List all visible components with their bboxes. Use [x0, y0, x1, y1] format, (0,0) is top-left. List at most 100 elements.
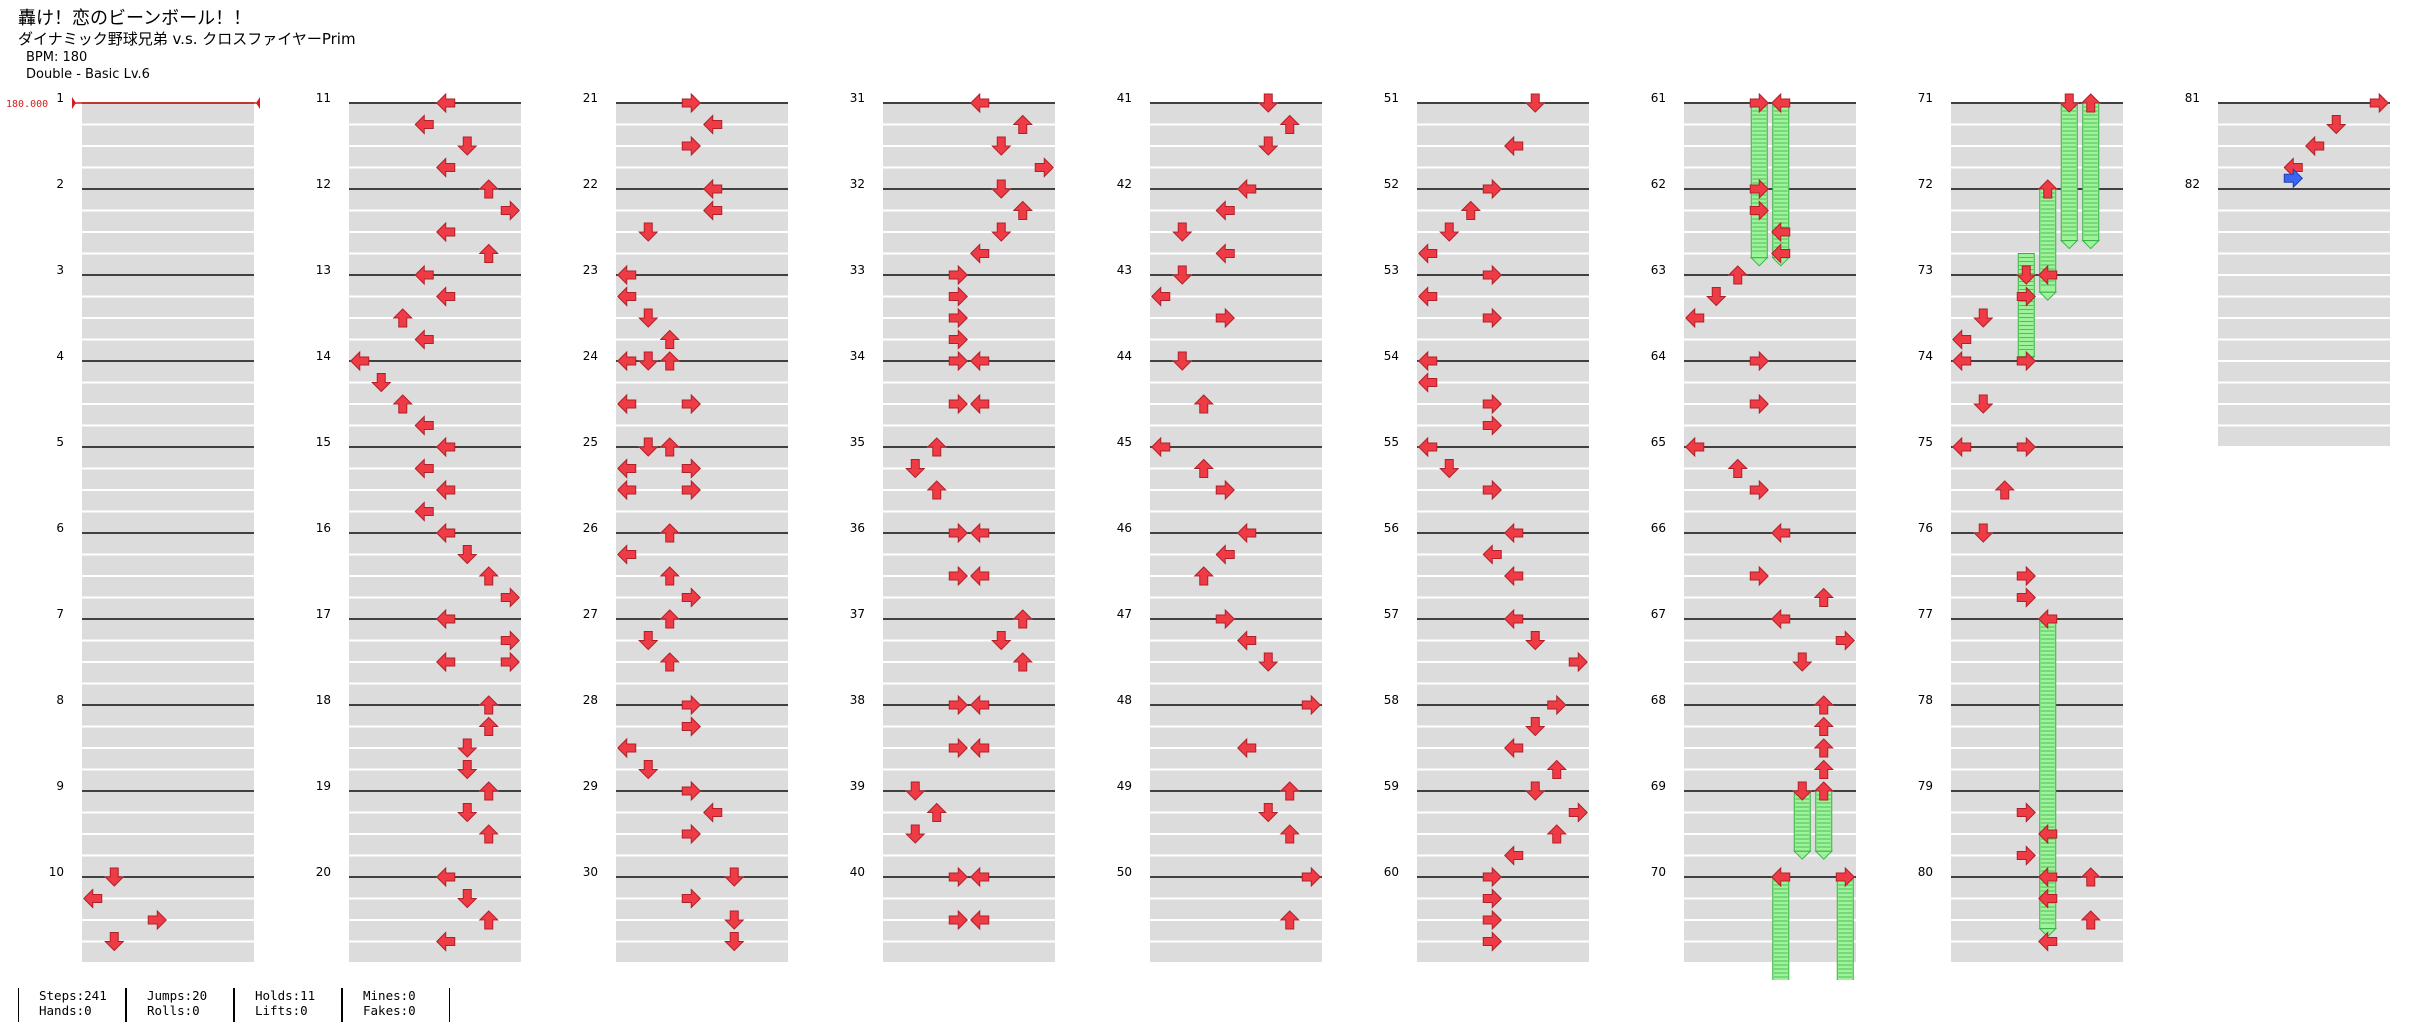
beat-band — [616, 813, 788, 833]
beat-band — [82, 211, 254, 231]
arrow-shape — [1034, 157, 1054, 178]
arrow-shape — [1439, 459, 1460, 479]
measure-number: 57 — [1384, 607, 1399, 621]
beat-band — [1951, 534, 2123, 554]
note-arrow — [1813, 781, 1834, 801]
note-arrow — [970, 393, 990, 415]
note-arrow — [617, 350, 637, 372]
beat-band — [616, 319, 788, 339]
note-arrow — [1727, 265, 1748, 285]
note-arrow — [1482, 866, 1502, 888]
measure-number: 26 — [583, 521, 598, 535]
arrow-shape — [1418, 372, 1438, 393]
beat-band — [1951, 620, 2123, 640]
beat-band — [1684, 878, 1856, 898]
note-arrow — [1418, 436, 1438, 458]
beat-band — [1951, 878, 2123, 898]
beat-band — [82, 899, 254, 919]
note-arrow — [371, 373, 392, 393]
note-arrow — [948, 565, 968, 587]
arrow-shape — [948, 264, 968, 286]
beat-band — [1951, 469, 2123, 489]
arrow-shape — [681, 888, 701, 909]
beat-band — [616, 921, 788, 941]
beat-band — [82, 598, 254, 618]
measure-number: 29 — [583, 779, 598, 793]
arrow-shape — [2369, 92, 2389, 114]
arrow-shape — [1279, 910, 1300, 930]
arrow-shape — [1771, 866, 1791, 888]
arrow-shape — [1813, 587, 1834, 607]
note-arrow — [681, 393, 701, 415]
measure-number: 39 — [850, 779, 865, 793]
arrow-shape — [1279, 824, 1300, 844]
measure-number: 24 — [583, 349, 598, 363]
note-arrow — [724, 910, 745, 930]
beat-band — [349, 125, 521, 145]
measure-number: 42 — [1117, 177, 1132, 191]
arrow-shape — [414, 264, 434, 286]
beat-band — [2218, 104, 2390, 124]
beat-band — [616, 749, 788, 769]
arrow-shape — [905, 824, 926, 844]
arrow-shape — [1482, 931, 1502, 952]
beat-band — [1150, 684, 1322, 704]
note-arrow — [457, 738, 478, 758]
note-arrow — [2080, 867, 2101, 887]
beat-band — [1684, 620, 1856, 640]
beat-band — [1417, 598, 1589, 618]
arrow-shape — [1215, 608, 1235, 630]
measure-number-labels: 1234567891011121314151617181920212223242… — [49, 91, 2200, 879]
arrow-shape — [948, 307, 968, 329]
measure-bands — [82, 102, 2390, 962]
note-arrow — [681, 587, 701, 608]
note-arrow — [1172, 222, 1193, 242]
beat-band — [1150, 233, 1322, 253]
measure-number: 37 — [850, 607, 865, 621]
beat-band — [1951, 147, 2123, 167]
arrow-shape — [724, 867, 745, 887]
note-arrow — [703, 200, 723, 221]
arrow-shape — [1418, 436, 1438, 458]
arrow-shape — [1504, 608, 1524, 630]
note-arrow — [2080, 93, 2101, 113]
note-arrow — [1771, 221, 1791, 243]
beat-band — [1951, 856, 2123, 876]
note-arrow — [681, 694, 701, 716]
arrow-shape — [991, 179, 1012, 199]
beat-band — [1150, 362, 1322, 382]
note-arrow — [2038, 931, 2058, 952]
arrow-shape — [414, 114, 434, 135]
note-arrow — [970, 92, 990, 114]
note-arrow — [1482, 888, 1502, 909]
note-arrow — [1301, 866, 1321, 888]
beat-band — [1417, 469, 1589, 489]
note-arrow — [478, 695, 499, 715]
hold-tail — [2060, 240, 2079, 250]
beat-band — [349, 254, 521, 274]
beat-band — [1951, 340, 2123, 360]
beat-band — [82, 856, 254, 876]
beat-band — [616, 469, 788, 489]
note-arrow — [638, 308, 659, 328]
arrow-shape — [638, 760, 659, 780]
measure-number: 81 — [2185, 91, 2200, 105]
beat-band — [883, 856, 1055, 876]
note-arrow — [1973, 523, 1994, 543]
beat-band — [1951, 813, 2123, 833]
note-arrow — [478, 781, 499, 801]
note-arrow — [991, 631, 1012, 651]
note-arrow — [436, 92, 456, 114]
arrow-shape — [681, 393, 701, 415]
arrow-shape — [2326, 115, 2347, 135]
hold-tail — [1750, 257, 1769, 267]
note-arrow — [2038, 264, 2058, 286]
note-arrow — [948, 264, 968, 286]
note-arrow — [1973, 308, 1994, 328]
beat-band — [883, 362, 1055, 382]
arrow-shape — [436, 651, 456, 673]
beat-band — [82, 147, 254, 167]
beat-band — [1417, 792, 1589, 812]
arrow-shape — [1749, 565, 1769, 587]
note-arrow — [2016, 265, 2037, 285]
